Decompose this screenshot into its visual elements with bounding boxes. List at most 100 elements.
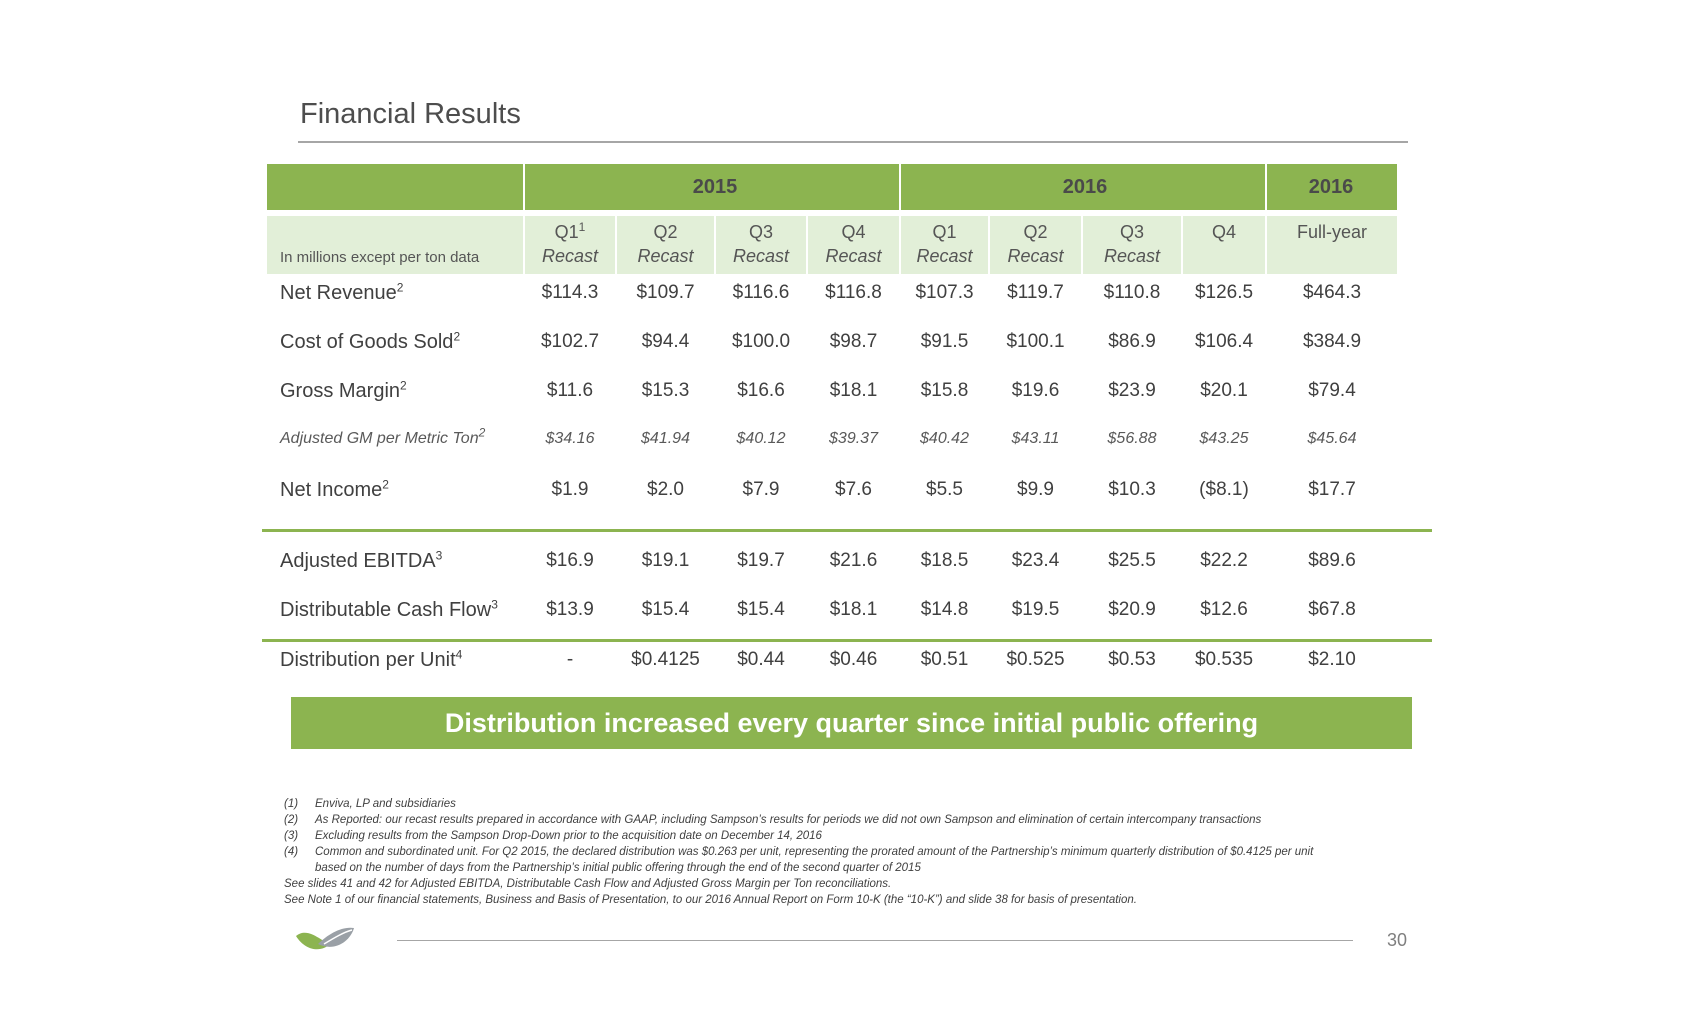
table-cell: $40.12 xyxy=(736,430,786,447)
column-header: Q2 Recast xyxy=(637,222,694,266)
table-cell: $43.25 xyxy=(1199,430,1249,447)
table-cell: $94.4 xyxy=(641,331,690,352)
table-cell: $17.7 xyxy=(1308,479,1356,500)
col-divider xyxy=(1265,164,1267,274)
table-cell: $89.6 xyxy=(1308,550,1356,571)
row-label: Adjusted GM per Metric Ton2 xyxy=(280,419,485,459)
table-cell: $384.9 xyxy=(1302,331,1362,352)
row-label-text: Net Income xyxy=(280,479,383,501)
section-divider xyxy=(262,529,1432,532)
row-label-footnote: 3 xyxy=(491,597,498,612)
table-cell: $86.9 xyxy=(1108,331,1156,352)
table-cell: $40.42 xyxy=(920,430,969,447)
table-cell: $9.9 xyxy=(1017,479,1054,500)
table-cell: $0.51 xyxy=(920,649,969,670)
table-cell: $45.64 xyxy=(1307,430,1357,447)
enviva-leaf-logo-icon xyxy=(296,927,354,950)
page-number: 30 xyxy=(1387,930,1408,950)
table-cell: $2.10 xyxy=(1308,649,1356,670)
table-cell: $102.7 xyxy=(540,331,600,352)
table-cell: $106.4 xyxy=(1194,331,1254,352)
column-header-band xyxy=(267,216,1397,274)
table-cell: $107.3 xyxy=(915,282,974,303)
table-cell: $67.8 xyxy=(1308,599,1356,620)
table-cell: $116.6 xyxy=(732,282,790,303)
see-note: See Note 1 of our financial statements, … xyxy=(284,894,1137,906)
see-note: See slides 41 and 42 for Adjusted EBITDA… xyxy=(284,878,892,890)
table-cell: $12.6 xyxy=(1200,599,1248,620)
page-title: Financial Results xyxy=(300,98,521,130)
table-cell: $18.1 xyxy=(829,599,878,620)
table-cell: $10.3 xyxy=(1108,479,1156,500)
row-label-footnote: 3 xyxy=(435,548,443,563)
row-label: Net Income2 xyxy=(280,470,389,510)
row-label-text: Net Revenue xyxy=(280,282,397,304)
table-cell: $0.44 xyxy=(737,649,785,670)
table-cell: $7.6 xyxy=(835,479,872,500)
row-label-text: Distributable Cash Flow xyxy=(280,599,492,621)
year-header-band: 2015 2016 2016 xyxy=(267,164,1397,210)
table-cell: $56.88 xyxy=(1107,430,1157,447)
table-cell: $79.4 xyxy=(1308,380,1356,401)
table-cell: $19.6 xyxy=(1011,380,1060,401)
table-cell: $464.3 xyxy=(1302,282,1362,303)
table-cell: ($8.1) xyxy=(1199,479,1249,500)
table-cell: $110.8 xyxy=(1103,282,1161,303)
col-divider xyxy=(806,216,808,274)
column-header: Q3 Recast xyxy=(1103,222,1161,266)
footnote: (4) Common and subordinated unit. For Q2 … xyxy=(284,846,1314,858)
table-cell: $91.5 xyxy=(920,331,969,352)
table-cell: $98.7 xyxy=(829,331,878,352)
footnotes: (1) Enviva, LP and subsidiaries (2) As Rep… xyxy=(284,796,1313,908)
units-label: In millions except per ton data xyxy=(280,249,480,266)
column-header: Q11 Recast xyxy=(541,220,599,266)
table-cell: $43.11 xyxy=(1011,430,1060,447)
column-header: Q3 Recast xyxy=(732,222,790,266)
table-cell: $126.5 xyxy=(1194,282,1254,303)
footnote: (2) As Reported: our recast results prepa… xyxy=(284,814,1262,826)
row-label-text: Distribution per Unit xyxy=(280,649,456,671)
col-divider xyxy=(1081,216,1083,274)
title-divider xyxy=(298,141,1408,143)
row-label-text: Cost of Goods Sold xyxy=(280,331,454,353)
col-divider xyxy=(523,164,525,274)
table-cell: $34.16 xyxy=(545,430,595,447)
table-cell: $16.9 xyxy=(546,550,594,571)
table-cell: $109.7 xyxy=(636,282,695,303)
table-cell: $23.4 xyxy=(1011,550,1060,571)
section-divider xyxy=(262,639,1432,642)
table-cell: $16.6 xyxy=(737,380,785,401)
table-cell: $100.1 xyxy=(1006,331,1065,352)
col-divider xyxy=(988,216,990,274)
row-label-text: Adjusted EBITDA xyxy=(280,550,436,572)
table-cell: $0.4125 xyxy=(631,649,700,670)
table-row: Cost of Goods Sold2 $102.7 $94.4 $100.0 $98.… xyxy=(0,322,1698,362)
table-cell: $5.5 xyxy=(926,479,963,500)
table-cell: $100.0 xyxy=(731,331,791,352)
table-cell: $15.4 xyxy=(737,599,785,620)
table-cell: $1.9 xyxy=(551,479,589,500)
year-2016-full: 2016 xyxy=(1308,176,1354,198)
table-cell: $13.9 xyxy=(546,599,594,620)
table-cell: $23.9 xyxy=(1108,380,1156,401)
table-row: Adjusted EBITDA3 $16.9 $19.1 $19.7 $21.6 $18.… xyxy=(0,541,1698,581)
table-row: Net Income2 $1.9 $2.0 $7.9 $7.6 $5.5 $9.9 $10.3… xyxy=(0,470,1698,510)
row-label-footnote: 2 xyxy=(382,477,389,492)
table-row: Distributable Cash Flow3 $13.9 $15.4 $15.4 $… xyxy=(0,590,1698,630)
row-label: Adjusted EBITDA3 xyxy=(280,541,442,581)
year-2016-quarters: 2016 xyxy=(1062,176,1108,198)
col-divider xyxy=(1181,216,1183,274)
table-cell: - xyxy=(566,649,574,670)
table-cell: $41.94 xyxy=(641,430,690,447)
table-cell: $11.6 xyxy=(546,380,594,401)
column-header: Q1 Recast xyxy=(916,222,973,266)
table-cell: $20.9 xyxy=(1108,599,1156,620)
col-divider xyxy=(714,216,716,274)
table-cell: $19.1 xyxy=(641,550,690,571)
table-cell: $21.6 xyxy=(829,550,878,571)
row-label: Distributable Cash Flow3 xyxy=(280,590,498,630)
row-label-footnote: 4 xyxy=(455,647,463,662)
table-row: Distribution per Unit4 - $0.4125 $0.44 $0.46… xyxy=(0,640,1698,680)
row-label: Distribution per Unit4 xyxy=(280,640,462,680)
table-cell: $7.9 xyxy=(742,479,780,500)
